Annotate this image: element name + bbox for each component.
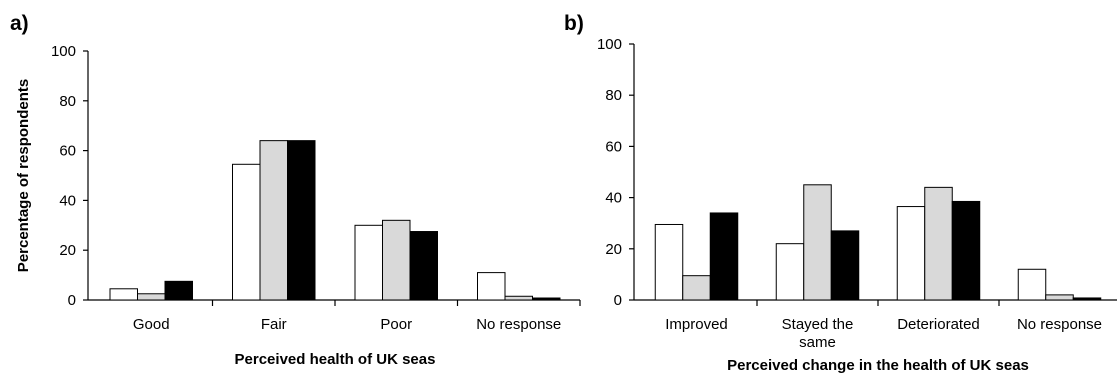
chart-a-x-tick-label: Good [133,316,170,333]
chart-a-y-tick-label: 80 [59,93,76,110]
chart-b-panel-label: b) [564,12,584,35]
chart-a-x-axis-title: Perceived health of UK seas [235,351,436,368]
chart-a-bar [409,231,438,301]
chart-b-x-tick-label: Stayed the [782,316,854,333]
chart-a-y-tick-label: 60 [59,143,76,160]
chart-a-x-tick-label: No response [476,316,561,333]
chart-b-y-tick-label: 0 [614,292,622,309]
chart-b-y-tick-label: 40 [605,190,622,207]
chart-a-bar [137,293,166,301]
chart-a: a) 0 20 40 60 80 100 Good Fair Poor No response Per… [10,12,581,368]
chart-a-y-tick-label: 0 [68,292,76,309]
chart-a-y-axis-title: Percentage of respondents [15,79,32,272]
chart-b-bar [775,243,805,301]
chart-a-bar [164,280,193,301]
chart-b-bar [1017,268,1047,301]
chart-a-bar [232,163,261,301]
chart-b-x-tick-label: Deteriorated [897,316,980,333]
chart-a-y-tick-label: 100 [51,43,76,60]
chart-b-bar [654,223,684,301]
chart-b-y-tick-label: 100 [597,36,622,53]
chart-b-x-tick-label: No response [1017,316,1102,333]
chart-b-bar [951,200,981,301]
chart-b-bar [1045,294,1074,301]
chart-b-bar [709,212,739,301]
chart-a-bar [354,224,383,301]
chart-b-bar [830,230,860,301]
chart-b-bar [682,275,711,301]
chart-b-bar [924,186,953,301]
chart-a-x-tick-label: Fair [261,316,287,333]
chart-a-bar [504,295,533,301]
chart-b-y-tick-label: 20 [605,241,622,258]
chart-b-bar [803,184,832,301]
chart-a-bar [382,219,411,301]
chart-a-y-tick-label: 20 [59,242,76,259]
chart-b-y-tick-label: 80 [605,87,622,104]
chart-a-bar [109,288,138,301]
chart-b-bar [1072,297,1102,301]
chart-b-x-tick-label: same [799,334,836,351]
chart-a-bar [287,140,316,301]
chart-b-x-tick-label: Improved [665,316,728,333]
chart-a-x-tick-label: Poor [380,316,412,333]
chart-a-bar [259,140,288,301]
chart-b-bar [896,206,926,301]
chart-a-y-tick-label: 40 [59,192,76,209]
chart-a-bar [532,297,561,301]
chart-b-y-tick-label: 60 [605,138,622,155]
chart-a-bar [477,272,506,301]
chart-b-x-axis-title: Perceived change in the health of UK sea… [727,357,1029,374]
chart-a-panel-label: a) [10,12,29,35]
